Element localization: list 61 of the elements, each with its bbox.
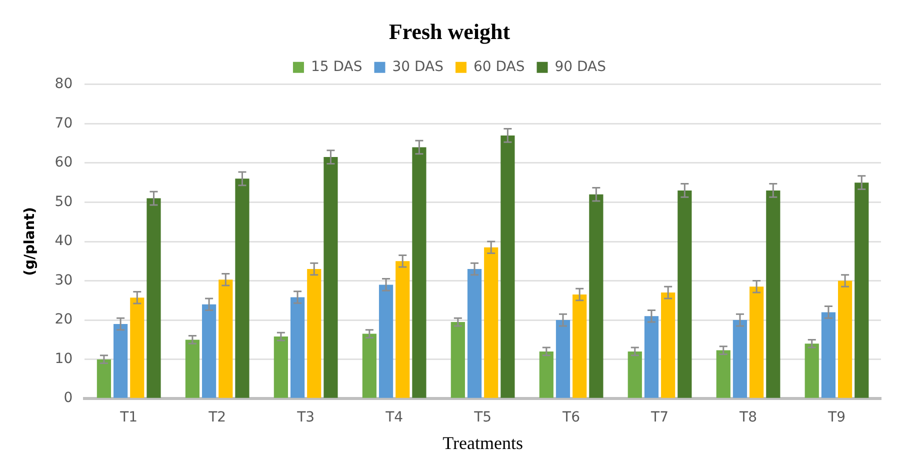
bar bbox=[539, 351, 554, 398]
bar bbox=[484, 247, 498, 398]
legend-label: 90 DAS bbox=[554, 59, 606, 76]
bar bbox=[750, 286, 764, 398]
legend-label: 60 DAS bbox=[474, 59, 525, 76]
bar bbox=[661, 292, 676, 398]
bar bbox=[628, 351, 642, 398]
bar bbox=[467, 268, 482, 398]
bar bbox=[589, 194, 604, 398]
bar bbox=[202, 304, 216, 398]
chart-title: Fresh weight bbox=[388, 18, 511, 44]
bar bbox=[396, 261, 410, 398]
bar bbox=[732, 320, 748, 398]
bar bbox=[274, 336, 288, 398]
x-axis-title: Treatments bbox=[442, 432, 523, 453]
bar bbox=[362, 334, 376, 398]
bar bbox=[114, 324, 128, 398]
x-tick-label: T3 bbox=[296, 410, 315, 426]
y-tick-label: 0 bbox=[64, 390, 73, 406]
legend-label: 30 DAS bbox=[392, 59, 444, 76]
bar bbox=[500, 135, 515, 398]
bar bbox=[378, 284, 394, 398]
bar bbox=[324, 157, 338, 398]
x-tick-label: T8 bbox=[738, 410, 758, 426]
y-tick-label: 50 bbox=[54, 194, 73, 210]
x-tick-label: T5 bbox=[473, 410, 492, 426]
x-tick-label: T7 bbox=[650, 410, 669, 426]
y-tick-label: 60 bbox=[54, 154, 73, 171]
bar bbox=[572, 294, 587, 398]
bar bbox=[307, 268, 322, 398]
bar bbox=[838, 280, 852, 398]
y-tick-label: 80 bbox=[54, 76, 73, 92]
bar bbox=[412, 147, 426, 398]
bar bbox=[804, 344, 819, 398]
bar bbox=[235, 178, 250, 398]
y-tick-label: 70 bbox=[54, 115, 73, 132]
bar bbox=[130, 298, 144, 398]
bar bbox=[556, 320, 570, 398]
x-tick-label: T4 bbox=[384, 410, 404, 426]
x-tick-label: T9 bbox=[827, 410, 846, 426]
bar bbox=[96, 359, 112, 398]
bar bbox=[146, 198, 161, 398]
bar bbox=[644, 316, 659, 398]
bar bbox=[218, 280, 233, 398]
legend-label: 15 DAS bbox=[310, 59, 362, 76]
x-tick-label: T6 bbox=[562, 410, 580, 426]
bar bbox=[854, 182, 869, 398]
x-tick-label: T1 bbox=[119, 410, 138, 426]
bar bbox=[290, 297, 305, 398]
y-axis-title: (g/plant) bbox=[22, 207, 38, 276]
y-tick-label: 40 bbox=[54, 233, 73, 250]
bar bbox=[450, 322, 465, 398]
y-tick-label: 20 bbox=[54, 312, 73, 328]
bar bbox=[821, 312, 836, 398]
y-tick-label: 30 bbox=[54, 272, 73, 288]
x-tick-label: T2 bbox=[208, 410, 226, 426]
bar bbox=[678, 190, 692, 398]
y-tick-label: 10 bbox=[54, 350, 73, 367]
bar bbox=[185, 340, 200, 398]
bar bbox=[766, 190, 780, 398]
bar bbox=[716, 350, 730, 398]
